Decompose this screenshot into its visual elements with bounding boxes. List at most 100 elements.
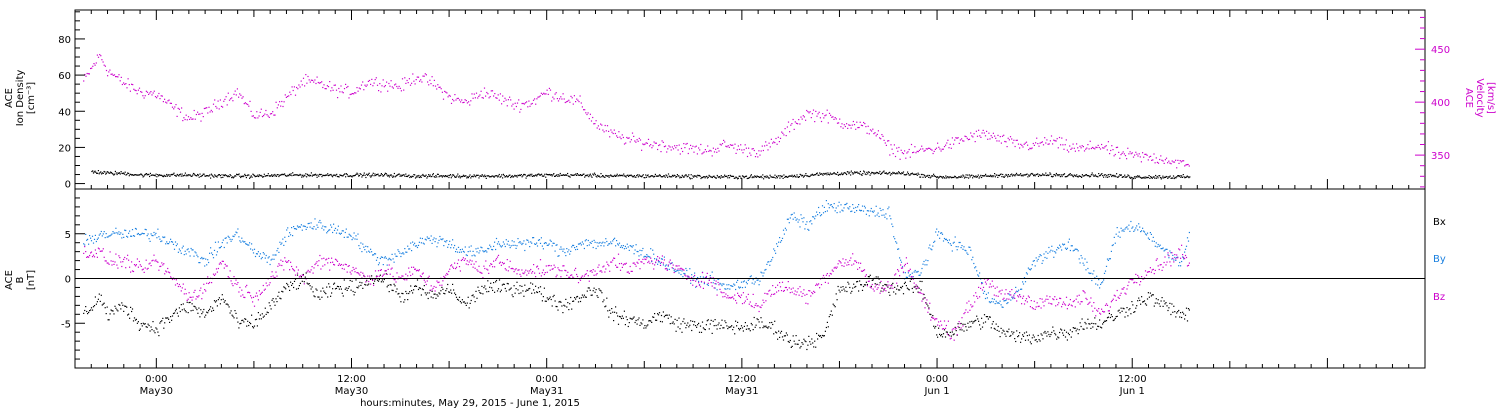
bx-series-point <box>302 273 304 276</box>
density-series-point <box>343 174 345 176</box>
velocity-series-point <box>871 130 873 132</box>
velocity-series-point <box>824 115 826 117</box>
by-series-point <box>575 249 577 251</box>
by-series-point <box>286 229 288 231</box>
by-series-point <box>842 210 844 212</box>
bz-series-point <box>174 284 177 286</box>
velocity-series-point <box>955 137 957 139</box>
density-series-point <box>472 176 474 178</box>
velocity-series-point <box>555 92 557 94</box>
density-series-point <box>111 172 113 174</box>
density-series-point <box>349 175 351 177</box>
bz-series-point <box>271 271 273 273</box>
by-series-point <box>766 263 768 265</box>
by-series-point <box>437 242 439 244</box>
bx-series-point <box>297 287 299 290</box>
density-series-point <box>1089 176 1091 178</box>
bx-series-point <box>984 321 987 323</box>
density-series-point <box>680 176 683 179</box>
bx-series-point <box>997 325 999 328</box>
velocity-series-point <box>271 113 273 115</box>
bx-series-point <box>222 298 224 300</box>
by-series-point <box>1059 244 1061 246</box>
by-series-point <box>292 235 294 237</box>
velocity-series-point <box>382 79 384 81</box>
bx-series-point <box>177 315 179 317</box>
density-series-point <box>170 174 172 176</box>
bx-series-point <box>553 294 555 296</box>
by-series-point <box>645 256 647 258</box>
velocity-series-point <box>564 101 566 104</box>
bx-series-point <box>805 341 807 343</box>
velocity-series-point <box>512 103 514 105</box>
bx-series-point <box>1154 302 1156 304</box>
bx-series-point <box>508 289 510 291</box>
bx-series-point <box>190 310 192 312</box>
by-series-point <box>764 269 766 271</box>
by-series-point <box>174 241 177 243</box>
velocity-series-point <box>1130 153 1132 155</box>
bx-series-point <box>748 328 750 330</box>
velocity-series-point <box>276 107 278 109</box>
velocity-series-point <box>724 141 726 143</box>
density-series-point <box>398 173 400 175</box>
velocity-series-point <box>674 145 676 147</box>
density-series-point <box>817 174 819 176</box>
density-series-point <box>574 174 576 176</box>
density-series-point <box>795 176 797 178</box>
velocity-series-point <box>677 149 679 151</box>
density-series-point <box>869 174 871 176</box>
by-series-point <box>992 301 994 303</box>
bx-series-point <box>412 292 414 294</box>
density-series-point <box>704 177 706 179</box>
bz-series-point <box>110 260 112 262</box>
density-series-point <box>675 176 677 178</box>
density-series-point <box>955 177 957 179</box>
bx-series-point <box>108 319 110 321</box>
bz-series-point <box>124 256 126 259</box>
density-series-point <box>1133 176 1136 178</box>
density-series-point <box>1054 174 1056 176</box>
by-series-point <box>909 274 911 276</box>
by-series-point <box>552 242 554 244</box>
by-series-point <box>921 267 923 270</box>
bx-series-point <box>952 334 954 336</box>
velocity-series-point <box>691 147 693 150</box>
bx-series-point <box>645 327 647 329</box>
by-series-point <box>681 270 683 272</box>
velocity-series-point <box>797 123 799 125</box>
by-series-point <box>452 239 454 241</box>
by-series-point <box>725 288 727 290</box>
by-series-point <box>338 232 340 234</box>
by-series-point <box>852 204 854 206</box>
velocity-series-point <box>257 117 259 119</box>
density-series-point <box>331 175 333 177</box>
by-series-point <box>521 243 523 246</box>
bx-series-point <box>861 289 864 291</box>
density-series-point <box>349 175 352 177</box>
velocity-series-point <box>700 143 702 146</box>
velocity-series-point <box>881 134 883 136</box>
density-series-point <box>553 173 555 175</box>
bx-series-point <box>1002 329 1004 331</box>
density-series-point <box>907 173 909 175</box>
density-series-point <box>856 171 858 173</box>
density-series-point <box>414 177 417 179</box>
velocity-series-point <box>224 98 226 100</box>
density-series-point <box>944 177 946 179</box>
bz-series-point <box>213 274 216 276</box>
velocity-series-point <box>189 118 191 120</box>
velocity-series-point <box>572 103 574 105</box>
by-series-point <box>1180 265 1182 267</box>
velocity-series-point <box>616 135 618 137</box>
density-series-point <box>1124 176 1127 178</box>
bx-series-point <box>848 283 850 285</box>
velocity-series-point <box>912 152 914 154</box>
density-series-point <box>1185 176 1188 178</box>
bx-series-point <box>277 295 279 297</box>
by-series-point <box>238 236 240 238</box>
bx-series-point <box>1034 339 1036 341</box>
by-series-point <box>555 244 557 246</box>
by-series-point <box>164 236 166 238</box>
bx-series-point <box>106 306 108 308</box>
